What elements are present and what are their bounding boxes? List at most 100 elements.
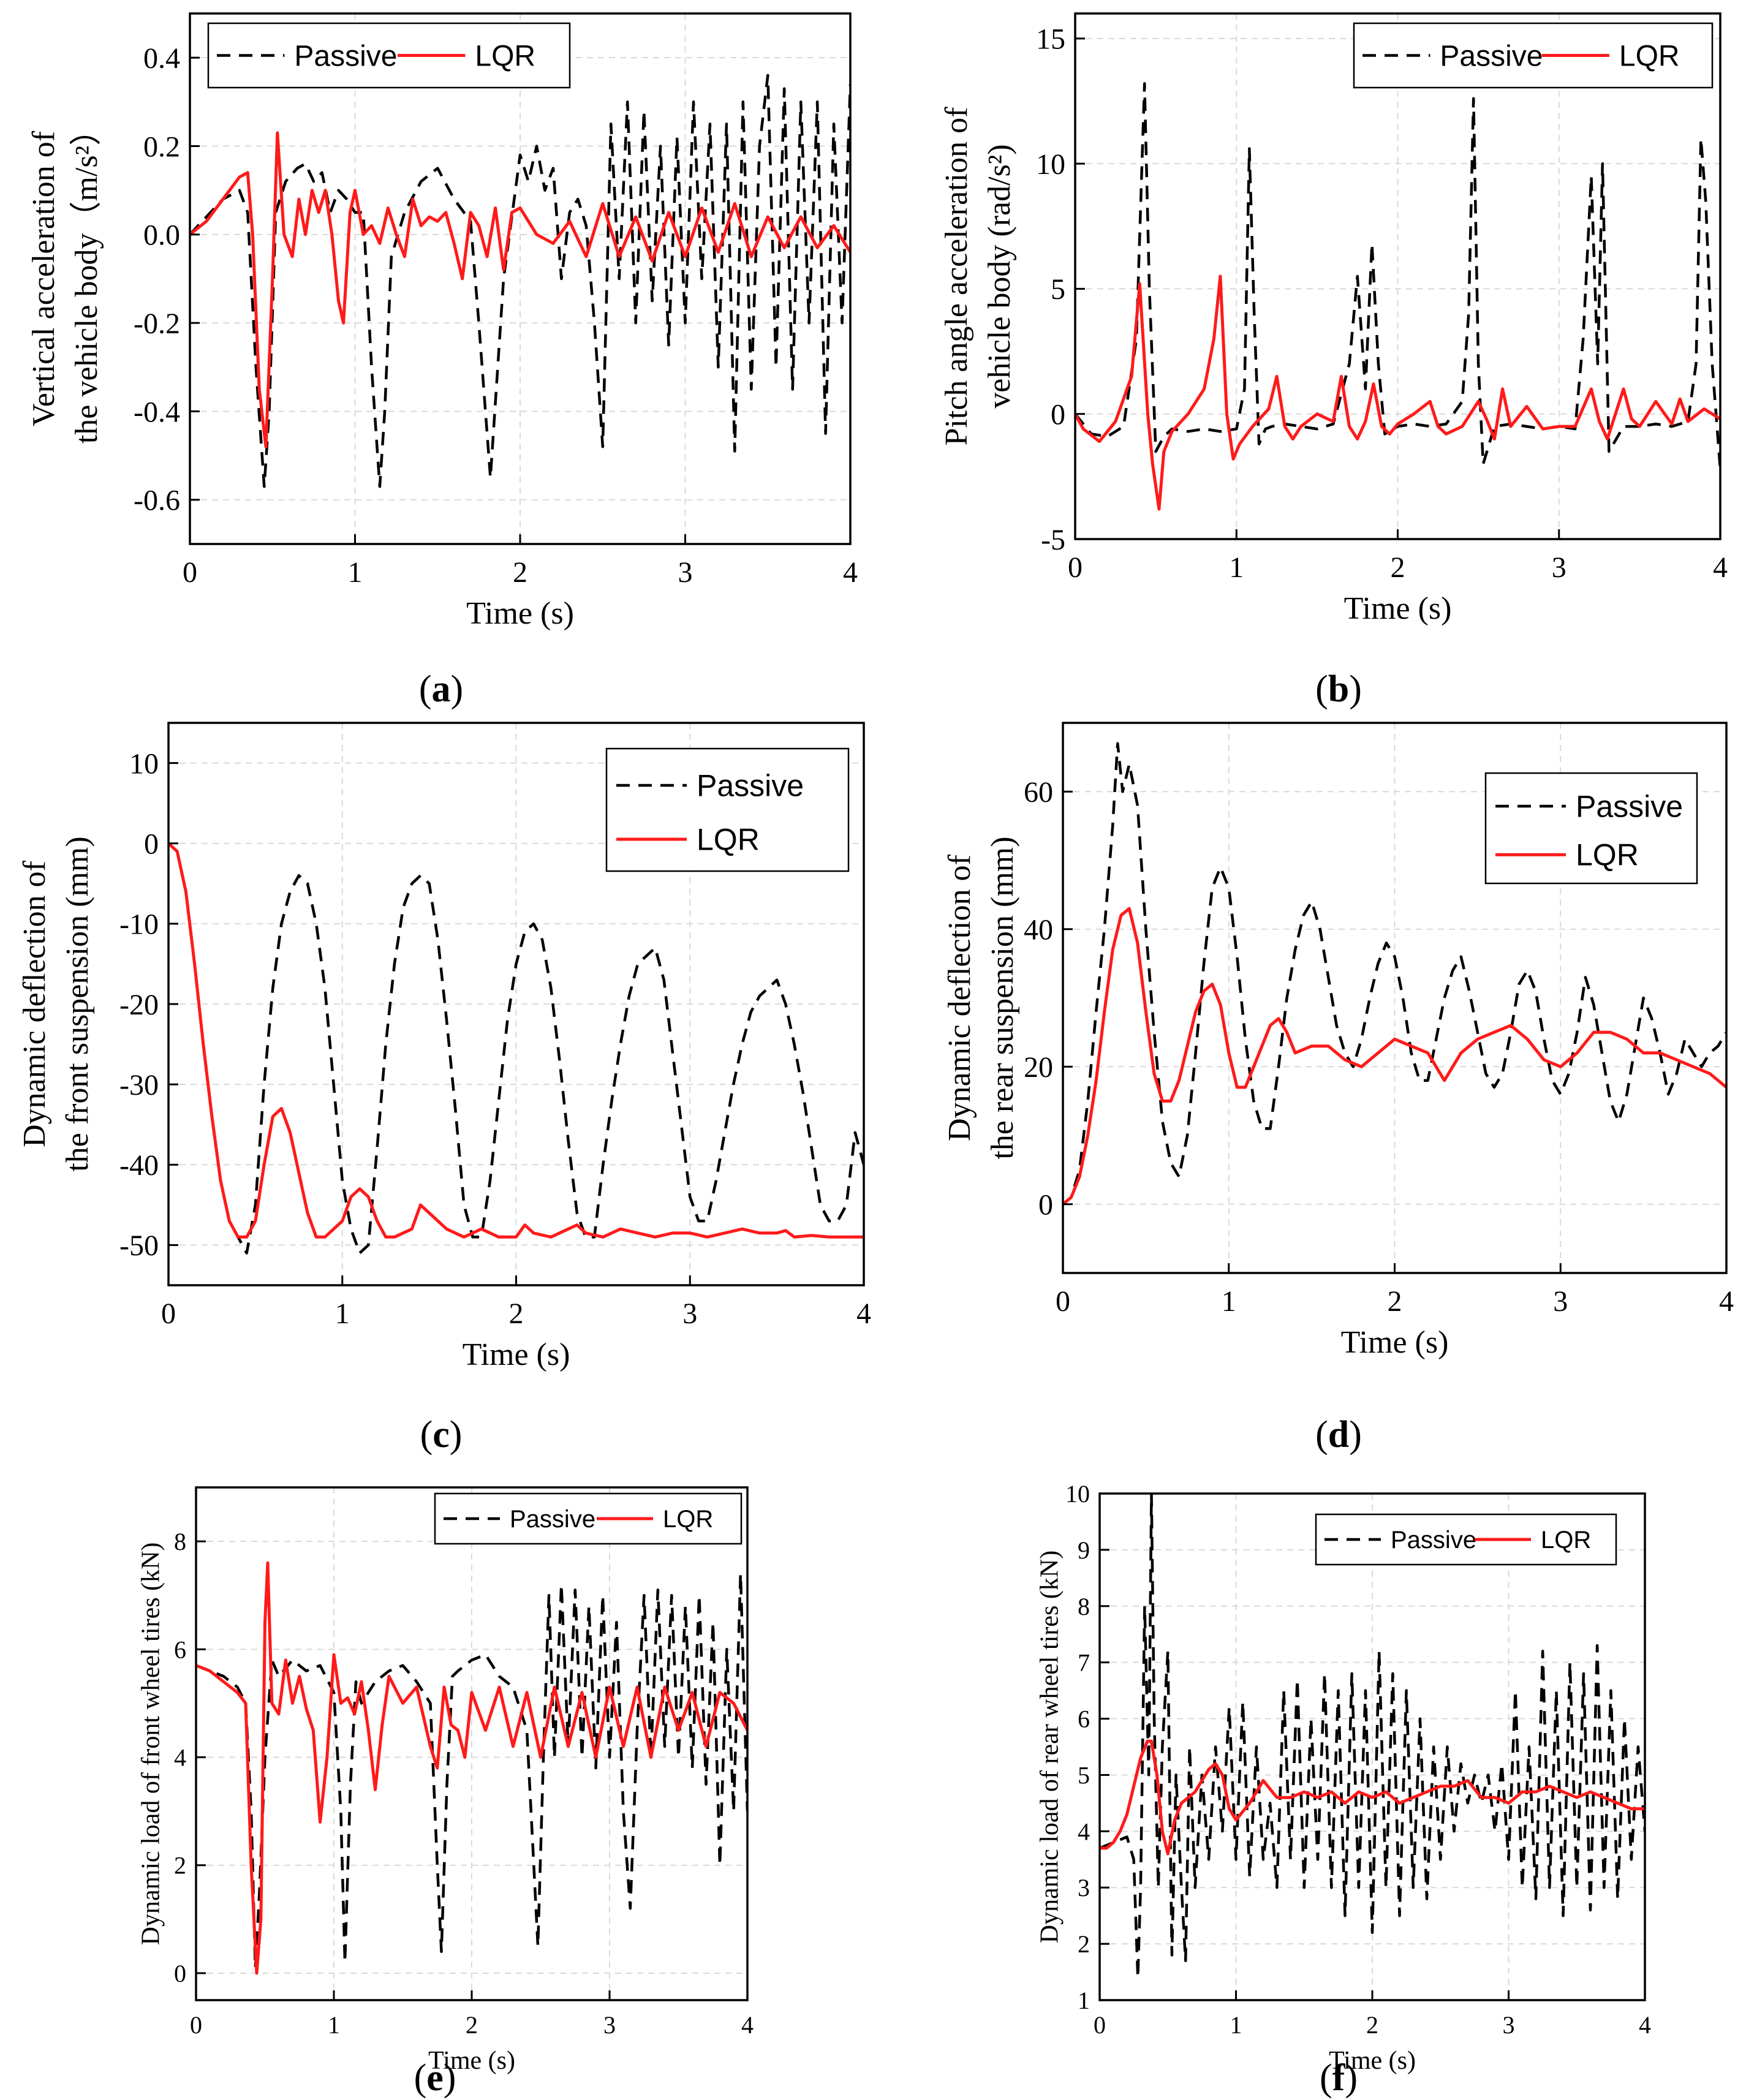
panel-letter: b	[1328, 668, 1349, 710]
legend: Passive LQR	[1353, 22, 1714, 89]
y-tick-label: 20	[1024, 1051, 1053, 1084]
x-tick-label: 4	[1719, 1285, 1734, 1318]
y-tick-label: -0.4	[134, 396, 180, 428]
legend-label-lqr: LQR	[1619, 40, 1680, 72]
x-tick-label: 3	[1553, 1285, 1568, 1318]
x-axis-label: Time (s)	[1344, 591, 1452, 626]
panel-letter: e	[426, 2057, 444, 2099]
y-tick-label: 1	[1078, 1987, 1090, 2014]
y-tick-label: 0.0	[143, 219, 180, 252]
panel-label: (c)	[420, 1414, 463, 1456]
y-tick-label: 2	[1078, 1930, 1090, 1958]
legend-label-passive: Passive	[294, 40, 397, 72]
x-tick-label: 2	[466, 2011, 478, 2039]
y-axis-label: the vehicle body（m/s²）	[69, 114, 104, 444]
panel-c: 0 1 2 3 4 -50 -40 -30 -20 -10 0 10 Time (s) Dynamic d…	[17, 722, 871, 1456]
y-tick-label: 7	[1078, 1649, 1090, 1677]
legend-box	[434, 1492, 743, 1545]
legend-label-lqr: LQR	[697, 823, 760, 857]
y-tick-label: 3	[1078, 1874, 1090, 1902]
x-tick-label: 3	[678, 556, 693, 589]
y-tick-label: 0.2	[143, 130, 180, 163]
y-tick-label: 4	[174, 1744, 186, 1772]
x-tick-label: 3	[603, 2011, 616, 2039]
x-tick-label: 1	[335, 1297, 350, 1330]
series-line-passive	[190, 74, 850, 488]
y-tick-label: -40	[119, 1149, 159, 1182]
panel-letter: d	[1328, 1414, 1349, 1456]
y-axis-label: vehicle body (rad/s²)	[982, 144, 1017, 408]
y-tick-label: 10	[1036, 148, 1065, 181]
x-tick-label: 4	[856, 1297, 871, 1330]
x-tick-label: 4	[1639, 2011, 1651, 2039]
y-tick-label: 40	[1024, 914, 1053, 946]
y-tick-label: 0	[144, 828, 159, 861]
legend-label-passive: Passive	[510, 1506, 595, 1533]
panel-label: (b)	[1315, 668, 1362, 710]
y-axis-label: Dynamic load of rear wheel tires (kN)	[1036, 1550, 1064, 1943]
x-tick-label: 2	[1388, 1285, 1402, 1318]
panel-label: (e)	[414, 2057, 456, 2099]
y-axis-label: Pitch angle acceleration of	[939, 107, 974, 446]
y-tick-label: 4	[1078, 1818, 1090, 1845]
x-axis-label: Time (s)	[466, 596, 574, 631]
x-tick-label: 0	[1068, 551, 1083, 584]
legend-label-passive: Passive	[1576, 790, 1683, 824]
legend-box	[1484, 772, 1698, 885]
x-tick-label: 3	[1552, 551, 1566, 584]
y-tick-label: 10	[129, 747, 159, 780]
legend-label-passive: Passive	[1391, 1527, 1476, 1554]
series-line-lqr	[168, 842, 864, 1239]
y-tick-label: 10	[1065, 1480, 1090, 1508]
x-tick-label: 3	[1503, 2011, 1515, 2039]
legend-label-passive: Passive	[697, 769, 804, 803]
panel-label: (a)	[419, 668, 463, 710]
series-line-passive	[1063, 742, 1726, 1206]
x-tick-label: 2	[1366, 2011, 1378, 2039]
y-axis-label: the rear suspension (mm)	[985, 836, 1020, 1159]
x-tick-label: 0	[161, 1297, 176, 1330]
legend-box	[1315, 1513, 1617, 1566]
legend: Passive LQR	[1315, 1513, 1617, 1566]
y-tick-label: -0.2	[134, 308, 180, 340]
y-tick-label: 0.4	[143, 42, 180, 75]
x-tick-label: 4	[741, 2011, 754, 2039]
legend-label-lqr: LQR	[1541, 1527, 1591, 1554]
y-tick-label: 2	[174, 1852, 186, 1879]
legend-box	[605, 747, 850, 872]
x-axis-label: Time (s)	[428, 2047, 515, 2075]
y-tick-label: 0	[174, 1960, 186, 1987]
y-tick-label: 15	[1036, 23, 1065, 56]
y-tick-label: -20	[119, 989, 159, 1021]
panel-letter: f	[1332, 2057, 1346, 2099]
x-tick-label: 0	[1094, 2011, 1106, 2039]
series-line-lqr	[1100, 1739, 1645, 1856]
y-tick-label: -10	[119, 908, 159, 941]
y-tick-label: 0	[1038, 1189, 1053, 1222]
legend: Passive LQR	[434, 1492, 743, 1545]
series-line-lqr	[196, 1561, 747, 1975]
legend: Passive LQR	[1484, 772, 1698, 885]
x-tick-label: 2	[509, 1297, 524, 1330]
x-tick-label: 1	[1229, 551, 1244, 584]
panel-letter: a	[432, 668, 451, 710]
y-tick-label: -5	[1041, 524, 1065, 556]
series-line-lqr	[1063, 907, 1726, 1206]
x-tick-label: 1	[1222, 1285, 1236, 1318]
x-tick-label: 0	[183, 556, 197, 589]
y-tick-label: 5	[1051, 273, 1065, 306]
x-tick-label: 2	[1391, 551, 1405, 584]
legend-label-lqr: LQR	[663, 1506, 713, 1533]
x-axis-label: Time (s)	[1329, 2047, 1416, 2075]
y-axis-label: the front suspension (mm)	[60, 836, 95, 1171]
legend: Passive LQR	[605, 747, 850, 872]
x-tick-label: 1	[328, 2011, 340, 2039]
y-tick-label: 6	[1078, 1705, 1090, 1733]
y-tick-label: -30	[119, 1069, 159, 1101]
y-tick-label: -0.6	[134, 485, 180, 517]
x-tick-label: 4	[843, 556, 858, 589]
series-line-passive	[168, 842, 864, 1255]
